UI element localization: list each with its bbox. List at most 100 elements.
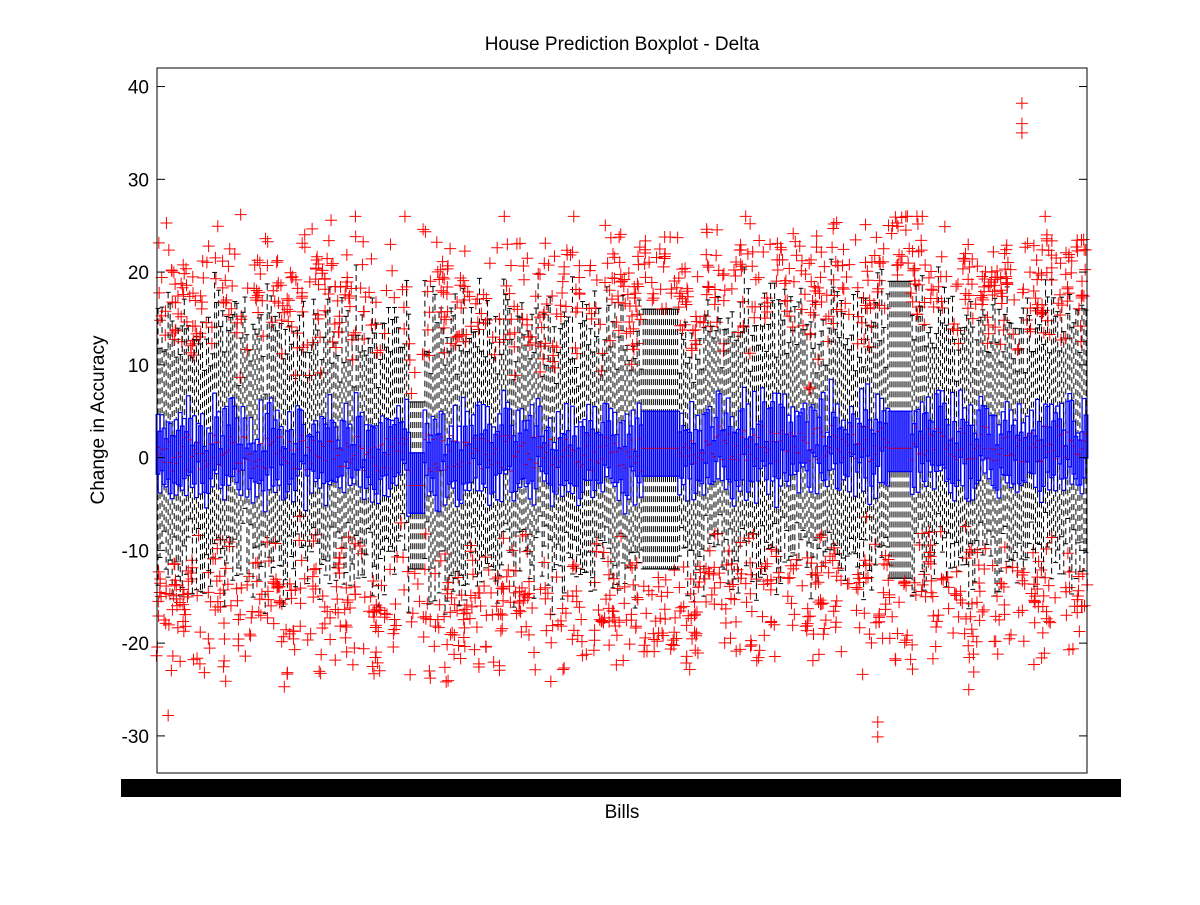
outlier-marker <box>214 601 227 614</box>
outlier-marker <box>318 617 331 630</box>
outlier-marker <box>850 604 863 617</box>
outlier-marker <box>891 258 904 271</box>
outlier-marker <box>718 636 731 649</box>
outlier-marker <box>787 227 800 240</box>
outlier-marker <box>564 249 577 262</box>
outlier-marker <box>926 590 939 603</box>
outlier-marker <box>682 609 695 622</box>
outlier-marker <box>998 598 1011 611</box>
outlier-marker <box>997 580 1010 593</box>
outlier-marker <box>503 287 516 300</box>
outlier-marker <box>357 305 370 318</box>
outlier-marker <box>646 294 659 307</box>
outlier-marker <box>822 335 835 348</box>
outlier-marker <box>708 582 721 595</box>
outlier-marker <box>851 583 864 596</box>
outlier-marker <box>493 312 506 325</box>
outlier-marker <box>804 610 817 623</box>
outlier-marker <box>539 337 552 350</box>
outlier-marker <box>306 222 319 235</box>
outlier-marker <box>1077 233 1090 246</box>
outlier-marker <box>479 640 492 653</box>
outlier-marker <box>421 285 434 298</box>
outlier-marker <box>223 540 236 553</box>
outlier-marker <box>806 568 819 581</box>
box <box>1083 414 1089 459</box>
outlier-marker <box>423 349 436 362</box>
outlier-marker <box>441 259 454 272</box>
outlier-marker <box>614 228 627 241</box>
outlier-marker <box>688 626 701 639</box>
outlier-marker <box>967 665 980 678</box>
outlier-marker <box>474 600 487 613</box>
outlier-marker <box>1075 335 1088 348</box>
outlier-marker <box>730 255 743 268</box>
outlier-marker <box>836 259 849 272</box>
outlier-marker <box>1000 270 1013 283</box>
outlier-marker <box>569 562 582 575</box>
outlier-marker <box>169 296 182 309</box>
outlier-marker <box>457 274 470 287</box>
outlier-marker <box>837 243 850 256</box>
outlier-marker <box>508 369 521 382</box>
outlier-marker <box>473 587 486 600</box>
outlier-marker <box>513 604 526 617</box>
outlier-marker <box>444 242 457 255</box>
box-group <box>490 336 506 677</box>
outlier-marker <box>981 311 994 324</box>
outlier-marker <box>1016 574 1029 587</box>
outlier-marker <box>900 579 913 592</box>
outlier-marker <box>356 258 369 271</box>
outlier-marker <box>154 573 167 586</box>
outlier-marker <box>373 664 386 677</box>
outlier-marker <box>440 675 453 688</box>
outlier-marker <box>734 536 747 549</box>
outlier-marker <box>925 265 938 278</box>
outlier-marker <box>681 282 694 295</box>
outlier-marker <box>618 580 631 593</box>
box-group <box>1054 257 1067 538</box>
outlier-marker <box>438 661 451 674</box>
outlier-marker <box>505 313 518 326</box>
outlier-marker <box>335 542 348 555</box>
outlier-marker <box>438 346 451 359</box>
outlier-marker <box>714 576 727 589</box>
outlier-marker <box>353 540 366 553</box>
outlier-marker <box>453 329 466 342</box>
outlier-marker <box>368 605 381 618</box>
outlier-marker <box>886 610 899 623</box>
outlier-marker <box>759 560 772 573</box>
outlier-marker <box>234 208 247 221</box>
outlier-marker <box>932 280 945 293</box>
outlier-marker <box>617 280 630 293</box>
outlier-marker <box>735 263 748 276</box>
outlier-marker <box>907 264 920 277</box>
outlier-marker <box>441 281 454 294</box>
box-group <box>564 210 580 646</box>
outlier-marker <box>469 591 482 604</box>
outlier-marker <box>607 247 620 260</box>
outlier-marker <box>805 253 818 266</box>
outlier-marker <box>529 290 542 303</box>
outlier-marker <box>1038 647 1051 660</box>
outlier-marker <box>497 583 510 596</box>
outlier-marker <box>788 608 801 621</box>
box-group <box>774 241 789 585</box>
outlier-marker <box>702 261 715 274</box>
outlier-marker <box>851 337 864 350</box>
outlier-marker <box>688 596 701 609</box>
outlier-marker <box>711 316 724 329</box>
x-tick-labels-overlap <box>121 779 1121 797</box>
outlier-marker <box>186 287 199 300</box>
outlier-marker <box>1076 289 1089 302</box>
outlier-marker <box>958 255 971 268</box>
outlier-marker <box>278 680 291 693</box>
outlier-marker <box>306 336 319 349</box>
outlier-marker <box>357 642 370 655</box>
outlier-marker <box>397 551 410 564</box>
outlier-marker <box>244 629 257 642</box>
outlier-marker <box>461 285 474 298</box>
outlier-marker <box>962 683 975 696</box>
outlier-marker <box>862 274 875 287</box>
outlier-marker <box>1001 277 1014 290</box>
